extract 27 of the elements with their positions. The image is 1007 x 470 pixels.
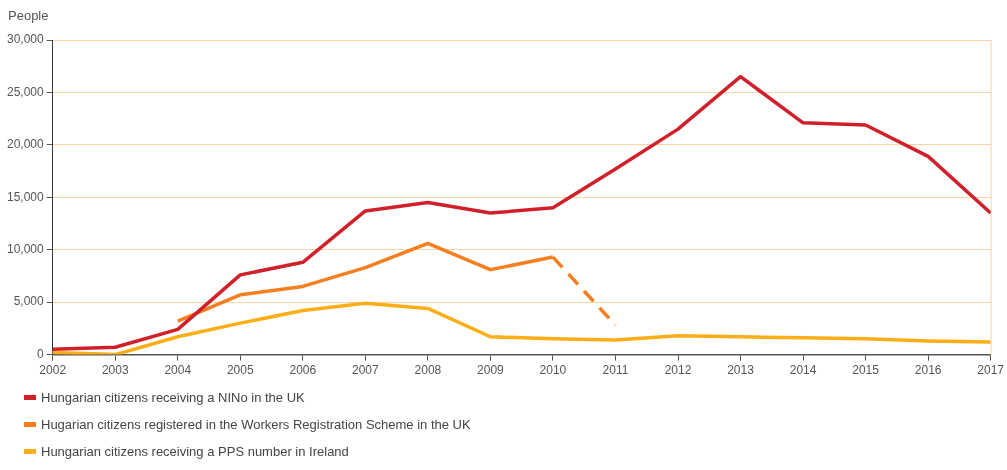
x-tick-label: 2003 [101, 363, 129, 378]
y-tick-label: 0 [37, 346, 45, 361]
x-tick-label: 2006 [289, 363, 317, 378]
y-tick-label: 20,000 [7, 137, 45, 152]
x-tick-label: 2017 [977, 363, 1005, 378]
x-tick-label: 2002 [39, 363, 67, 378]
y-tick-label: 10,000 [7, 242, 45, 257]
legend-label: Hugarian citizens registered in the Workers Registration Scheme in the UK [41, 417, 471, 432]
x-tick-label: 2009 [477, 363, 505, 378]
y-axis-title: People [8, 7, 49, 23]
legend-label: Hungarian citizens receiving a PPS number in Ireland [41, 444, 349, 459]
x-tick-label: 2011 [602, 363, 629, 378]
x-tick-label: 2005 [226, 363, 254, 378]
y-tick-label: 25,000 [7, 84, 45, 99]
x-tick-label: 2013 [727, 363, 755, 378]
x-tick-label: 2007 [352, 363, 380, 378]
x-tick-label: 2016 [914, 363, 942, 378]
x-tick-label: 2010 [539, 363, 567, 378]
y-tick-label: 5,000 [13, 294, 45, 309]
legend-label: Hungarian citizens receiving a NINo in the UK [41, 390, 305, 405]
x-tick-label: 2015 [852, 363, 880, 378]
x-tick-label: 2004 [164, 363, 192, 378]
y-tick-label: 15,000 [7, 189, 45, 204]
x-tick-label: 2014 [789, 363, 817, 378]
x-tick-label: 2012 [664, 363, 692, 378]
y-tick-label: 30,000 [7, 32, 45, 47]
x-tick-label: 2008 [414, 363, 442, 378]
